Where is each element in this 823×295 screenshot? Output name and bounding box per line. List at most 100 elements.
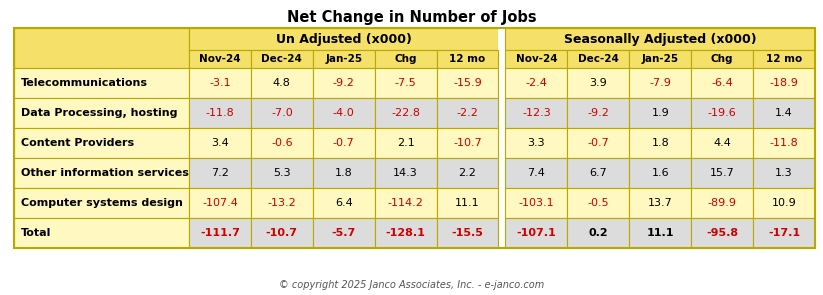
Text: -7.0: -7.0 — [271, 108, 293, 118]
Bar — [189, 218, 251, 248]
Text: Nov-24: Nov-24 — [199, 54, 241, 64]
Bar — [567, 128, 630, 158]
Text: -17.1: -17.1 — [768, 228, 800, 238]
Text: -128.1: -128.1 — [386, 228, 425, 238]
Bar — [14, 28, 189, 68]
Text: 15.7: 15.7 — [709, 168, 734, 178]
Bar — [14, 128, 189, 158]
Bar — [189, 28, 499, 50]
Text: 3.3: 3.3 — [528, 138, 546, 148]
Bar — [567, 50, 630, 68]
Bar — [251, 188, 313, 218]
Bar — [374, 50, 436, 68]
Text: -15.9: -15.9 — [453, 78, 482, 88]
Bar — [567, 188, 630, 218]
Text: 13.7: 13.7 — [648, 198, 672, 208]
Text: -0.7: -0.7 — [588, 138, 609, 148]
Text: 4.8: 4.8 — [273, 78, 291, 88]
Text: -0.5: -0.5 — [588, 198, 609, 208]
Text: -89.9: -89.9 — [708, 198, 737, 208]
Bar — [630, 158, 691, 188]
Bar — [374, 188, 436, 218]
Text: 3.4: 3.4 — [211, 138, 229, 148]
Bar — [251, 98, 313, 128]
Bar — [436, 128, 499, 158]
Text: 11.1: 11.1 — [455, 198, 480, 208]
Text: Jan-25: Jan-25 — [642, 54, 679, 64]
Bar — [14, 28, 815, 248]
Text: Jan-25: Jan-25 — [325, 54, 362, 64]
Text: -10.7: -10.7 — [453, 138, 482, 148]
Bar — [505, 218, 567, 248]
Bar — [499, 128, 505, 158]
Bar — [753, 218, 815, 248]
Bar — [691, 188, 753, 218]
Text: -3.1: -3.1 — [209, 78, 230, 88]
Bar — [753, 128, 815, 158]
Text: -12.3: -12.3 — [522, 108, 551, 118]
Text: -11.8: -11.8 — [770, 138, 798, 148]
Bar — [251, 158, 313, 188]
Text: -10.7: -10.7 — [266, 228, 298, 238]
Bar — [691, 98, 753, 128]
Bar — [189, 128, 251, 158]
Text: -22.8: -22.8 — [391, 108, 421, 118]
Text: 6.4: 6.4 — [335, 198, 352, 208]
Text: Chg: Chg — [711, 54, 733, 64]
Bar — [505, 68, 567, 98]
Text: Total: Total — [21, 228, 51, 238]
Text: 1.9: 1.9 — [651, 108, 669, 118]
Bar — [691, 218, 753, 248]
Text: -9.2: -9.2 — [588, 108, 609, 118]
Text: Seasonally Adjusted (x000): Seasonally Adjusted (x000) — [564, 32, 756, 45]
Text: -107.4: -107.4 — [202, 198, 238, 208]
Text: Other information services: Other information services — [21, 168, 188, 178]
Bar — [436, 218, 499, 248]
Bar — [691, 50, 753, 68]
Bar — [505, 50, 567, 68]
Bar — [189, 98, 251, 128]
Bar — [251, 68, 313, 98]
Bar — [630, 128, 691, 158]
Text: -2.4: -2.4 — [526, 78, 547, 88]
Text: Telecommunications: Telecommunications — [21, 78, 148, 88]
Bar — [630, 68, 691, 98]
Bar — [499, 28, 505, 68]
Text: 1.8: 1.8 — [651, 138, 669, 148]
Bar — [753, 188, 815, 218]
Bar — [374, 128, 436, 158]
Bar — [505, 128, 567, 158]
Text: Un Adjusted (x000): Un Adjusted (x000) — [276, 32, 412, 45]
Text: -111.7: -111.7 — [200, 228, 239, 238]
Text: Nov-24: Nov-24 — [516, 54, 557, 64]
Bar — [505, 98, 567, 128]
Bar — [499, 218, 505, 248]
Text: Dec-24: Dec-24 — [262, 54, 302, 64]
Text: -11.8: -11.8 — [206, 108, 235, 118]
Bar — [567, 218, 630, 248]
Bar — [251, 218, 313, 248]
Text: 12 mo: 12 mo — [449, 54, 486, 64]
Bar — [630, 50, 691, 68]
Text: Dec-24: Dec-24 — [578, 54, 619, 64]
Bar — [499, 68, 505, 98]
Bar — [313, 98, 374, 128]
Bar — [374, 68, 436, 98]
Bar — [251, 50, 313, 68]
Bar — [313, 188, 374, 218]
Bar — [567, 158, 630, 188]
Text: -15.5: -15.5 — [452, 228, 483, 238]
Bar — [251, 128, 313, 158]
Bar — [499, 158, 505, 188]
Text: -95.8: -95.8 — [706, 228, 738, 238]
Bar — [436, 158, 499, 188]
Bar — [189, 68, 251, 98]
Text: Content Providers: Content Providers — [21, 138, 134, 148]
Bar — [14, 68, 189, 98]
Bar — [436, 68, 499, 98]
Text: © copyright 2025 Janco Associates, Inc. - e-janco.com: © copyright 2025 Janco Associates, Inc. … — [279, 280, 544, 290]
Bar — [14, 218, 189, 248]
Text: 12 mo: 12 mo — [766, 54, 802, 64]
Text: Computer systems design: Computer systems design — [21, 198, 183, 208]
Text: 5.3: 5.3 — [273, 168, 291, 178]
